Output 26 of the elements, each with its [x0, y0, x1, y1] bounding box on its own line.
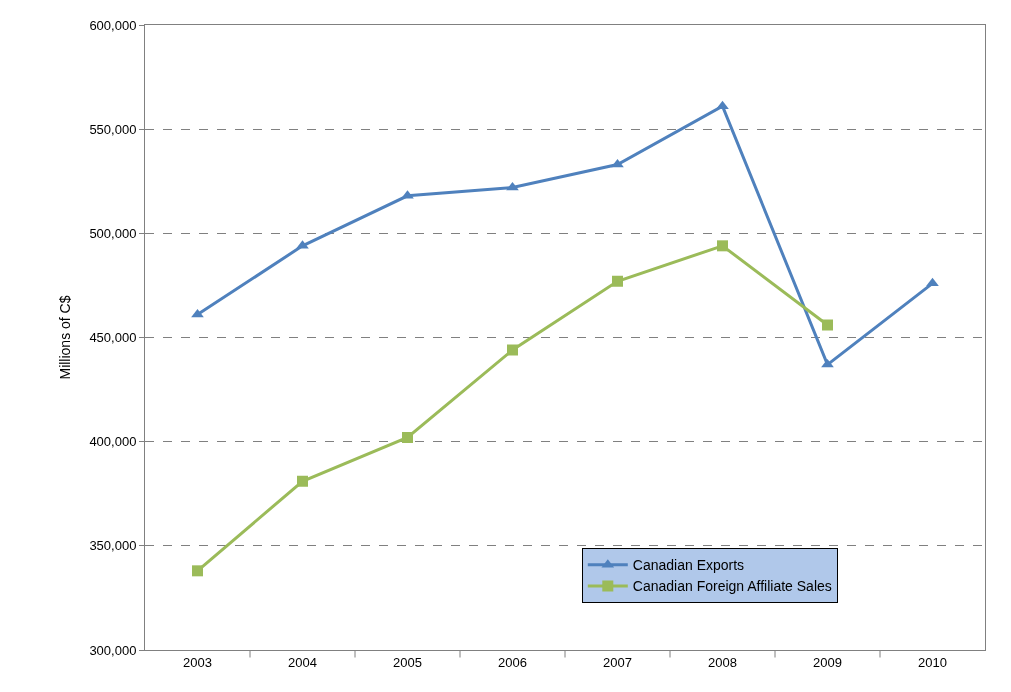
x-tick-label: 2006: [498, 654, 527, 670]
point: [612, 275, 623, 287]
point: [507, 344, 518, 356]
y-tick-label: 600,000: [89, 17, 137, 33]
y-tick-label: 500,000: [89, 225, 137, 241]
point: [192, 565, 203, 577]
x-tick-label: 2005: [393, 654, 422, 670]
y-tick-label: 550,000: [89, 121, 137, 137]
x-tick-label: 2004: [288, 654, 317, 670]
point: [717, 240, 728, 252]
x-tick-label: 2009: [813, 654, 842, 670]
legend-label: Canadian Foreign Affiliate Sales: [632, 578, 832, 595]
point: [402, 432, 413, 443]
x-tick-label: 2008: [708, 654, 737, 670]
y-tick-label: 350,000: [89, 538, 137, 554]
point: [822, 319, 833, 331]
legend-label: Canadian Exports: [632, 557, 745, 574]
y-tick-label: 400,000: [89, 434, 137, 450]
y-axis-title: Millions of C$: [57, 295, 73, 380]
y-tick-label: 450,000: [89, 330, 137, 346]
point: [297, 475, 308, 487]
y-tick-label: 300,000: [89, 642, 137, 658]
x-tick-label: 2007: [603, 654, 632, 670]
x-tick-label: 2010: [918, 654, 947, 670]
x-tick-label: 2003: [183, 654, 212, 670]
point: [926, 277, 939, 287]
